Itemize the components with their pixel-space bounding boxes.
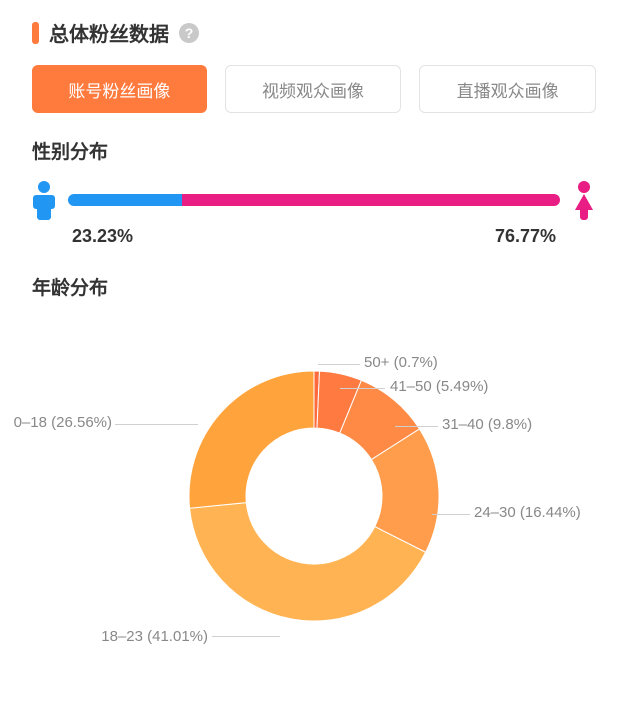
age-label-41-50: 41–50 (5.49%) [390,378,488,395]
leader-line [318,364,360,365]
age-section-title: 年龄分布 [0,263,628,316]
age-label-18-23: 18–23 (41.01%) [101,628,208,645]
age-label-24-30: 24–30 (16.44%) [474,504,581,521]
age-donut-chart: 50+ (0.7%) 41–50 (5.49%) 31–40 (9.8%) 24–30… [0,316,628,676]
gender-bar [0,180,628,226]
gender-labels: 23.23% 76.77% [0,226,628,263]
tab-live-audience[interactable]: 直播观众画像 [419,65,596,113]
age-label-31-40: 31–40 (9.8%) [442,416,532,433]
gender-section-title: 性别分布 [0,127,628,180]
female-icon [572,180,596,220]
help-icon[interactable]: ? [179,23,199,43]
male-percent-label: 23.23% [72,226,133,247]
age-label-50+: 50+ (0.7%) [364,354,438,371]
header-accent [32,22,39,44]
donut-slice-0-18 [189,371,314,508]
leader-line [212,636,280,637]
female-percent-label: 76.77% [495,226,556,247]
tab-bar: 账号粉丝画像 视频观众画像 直播观众画像 [0,65,628,127]
page-header: 总体粉丝数据 ? [0,18,628,65]
tab-video-audience[interactable]: 视频观众画像 [225,65,402,113]
tab-account-fans[interactable]: 账号粉丝画像 [32,65,207,113]
age-label-0-18: 0–18 (26.56%) [14,414,112,431]
gender-bar-track [68,194,560,206]
leader-line [115,424,198,425]
leader-line [340,388,385,389]
page-title: 总体粉丝数据 [49,18,169,47]
male-icon [32,180,56,220]
gender-bar-male [68,194,182,206]
leader-line [432,514,470,515]
leader-line [395,426,438,427]
gender-bar-female [182,194,560,206]
